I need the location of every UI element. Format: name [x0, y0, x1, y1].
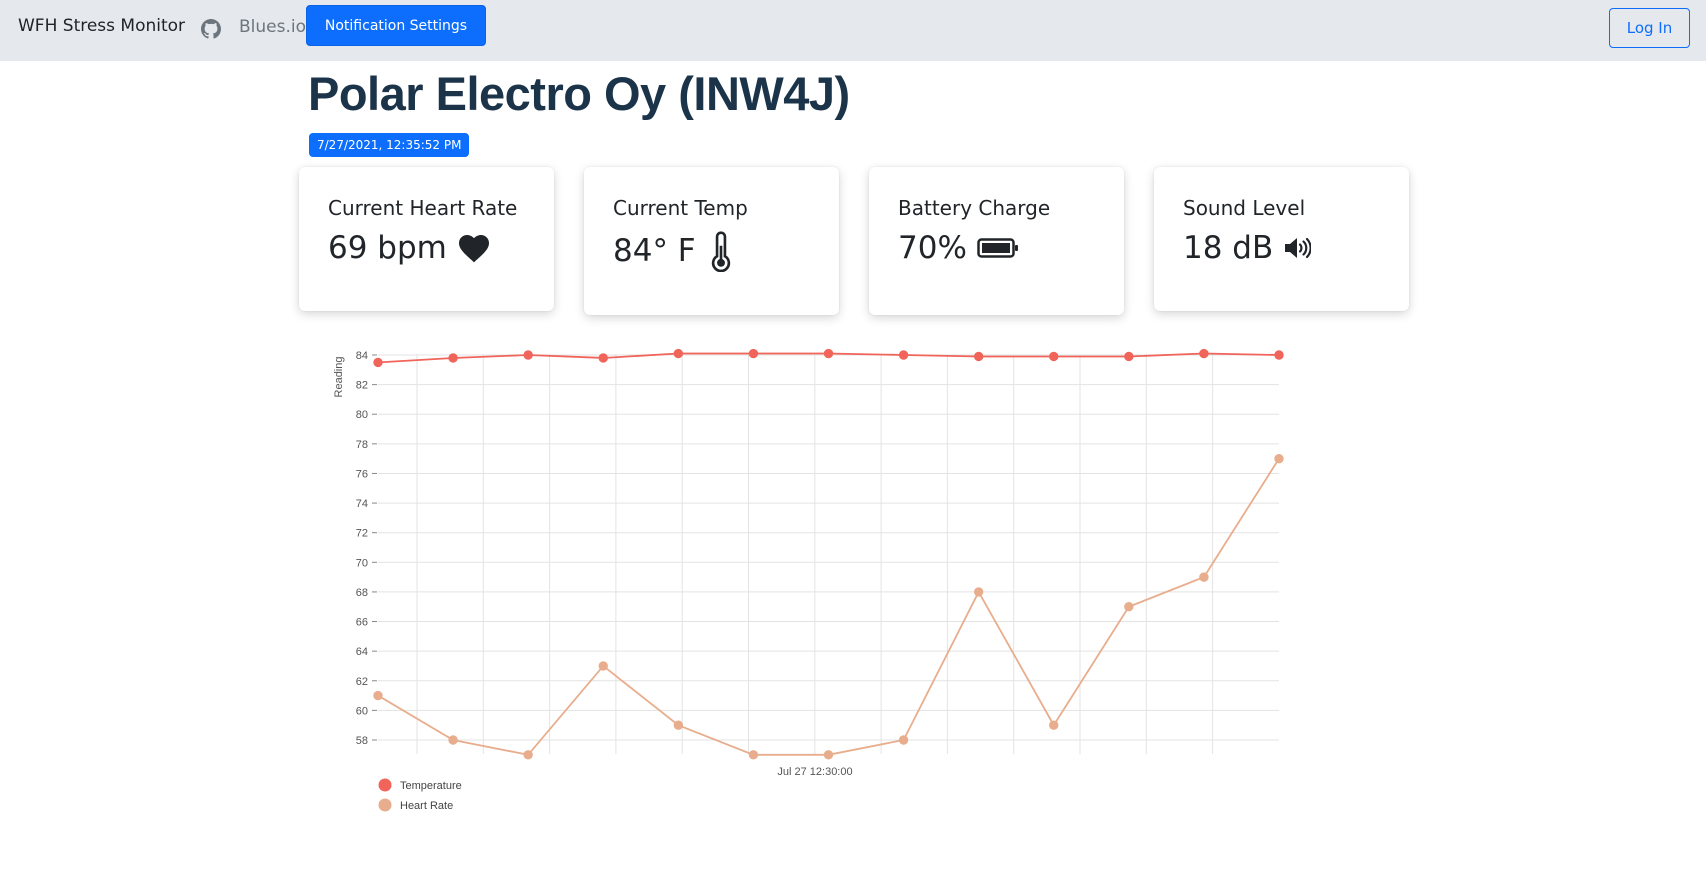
data-point[interactable] [673, 720, 684, 730]
data-point[interactable] [823, 750, 834, 760]
y-tick-label: 80 [356, 409, 368, 421]
data-point[interactable] [1124, 602, 1134, 612]
github-icon[interactable] [201, 19, 221, 39]
data-point[interactable] [898, 350, 909, 360]
data-point[interactable] [748, 348, 759, 359]
sound-value: 18 dB [1183, 230, 1274, 266]
page-title: Polar Electro Oy (INW4J) [308, 67, 850, 120]
y-tick-label: 70 [356, 557, 368, 569]
battery-value: 70% [898, 230, 967, 266]
timestamp-badge: 7/27/2021, 12:35:52 PM [309, 133, 470, 157]
chart-legend: Temperature Heart Rate [378, 778, 462, 812]
y-tick-label: 72 [356, 528, 368, 540]
data-point[interactable] [523, 350, 533, 360]
y-axis: 58 60 62 64 66 68 70 72 74 76 78 80 82 84 [356, 350, 377, 747]
y-tick-label: 68 [356, 587, 368, 599]
card-battery: Battery Charge 70% [869, 167, 1124, 315]
data-point[interactable] [1049, 720, 1059, 730]
notification-settings-button[interactable]: Notification Settings [306, 5, 486, 46]
y-tick-label: 78 [356, 439, 368, 451]
card-sound: Sound Level 18 dB [1154, 167, 1409, 311]
card-value: 70% [898, 230, 1019, 266]
thermometer-icon [711, 231, 730, 272]
top-navbar: WFH Stress Monitor Blues.io Notification… [0, 0, 1706, 61]
card-title: Current Heart Rate [328, 196, 518, 220]
y-tick-label: 84 [356, 350, 368, 362]
data-point[interactable] [1124, 351, 1134, 362]
card-heart-rate: Current Heart Rate 69 bpm [299, 167, 554, 311]
y-tick-label: 62 [356, 676, 368, 688]
card-value: 69 bpm [328, 230, 491, 266]
legend-swatch [378, 798, 392, 812]
y-tick-label: 58 [356, 735, 368, 747]
card-title: Current Temp [613, 196, 748, 220]
data-point[interactable] [823, 348, 834, 359]
y-tick-label: 66 [356, 617, 368, 629]
data-point[interactable] [673, 348, 684, 359]
card-title: Sound Level [1183, 196, 1306, 220]
speaker-icon [1285, 237, 1312, 259]
data-point[interactable] [448, 353, 458, 363]
heart-rate-value: 69 bpm [328, 230, 447, 266]
blues-link[interactable]: Blues.io [239, 17, 307, 37]
chart-series [373, 348, 1284, 760]
y-tick-label: 74 [356, 498, 368, 510]
x-tick-label: Jul 27 12:30:00 [777, 766, 852, 778]
battery-icon [977, 238, 1018, 258]
data-point[interactable] [523, 750, 533, 760]
data-point[interactable] [898, 735, 909, 745]
legend-swatch [378, 778, 392, 792]
y-tick-label: 64 [356, 646, 368, 658]
data-point[interactable] [1274, 453, 1284, 464]
data-point[interactable] [448, 735, 458, 745]
data-point[interactable] [598, 661, 608, 671]
card-value: 18 dB [1183, 230, 1312, 266]
card-title: Battery Charge [898, 196, 1051, 220]
y-tick-label: 76 [356, 468, 368, 480]
data-point[interactable] [373, 690, 383, 701]
card-value: 84° F [613, 230, 732, 272]
legend-label: Temperature [400, 780, 462, 792]
data-point[interactable] [748, 750, 759, 760]
data-point[interactable] [373, 357, 383, 368]
brand-title[interactable]: WFH Stress Monitor [18, 16, 186, 36]
y-tick-label: 60 [356, 705, 368, 717]
data-point[interactable] [973, 351, 984, 362]
y-tick-label: 82 [356, 380, 368, 392]
legend-label: Heart Rate [400, 800, 453, 812]
login-button[interactable]: Log In [1609, 8, 1690, 48]
card-temperature: Current Temp 84° F [584, 167, 839, 315]
heart-icon [458, 235, 489, 263]
chart-grid [378, 354, 1279, 754]
y-axis-label: Reading [333, 357, 345, 398]
temperature-value: 84° F [613, 233, 696, 269]
data-point[interactable] [1199, 348, 1209, 359]
data-point[interactable] [1274, 350, 1284, 360]
data-point[interactable] [1049, 351, 1059, 362]
data-point[interactable] [1199, 572, 1209, 582]
data-point[interactable] [598, 353, 608, 363]
data-point[interactable] [973, 587, 984, 597]
